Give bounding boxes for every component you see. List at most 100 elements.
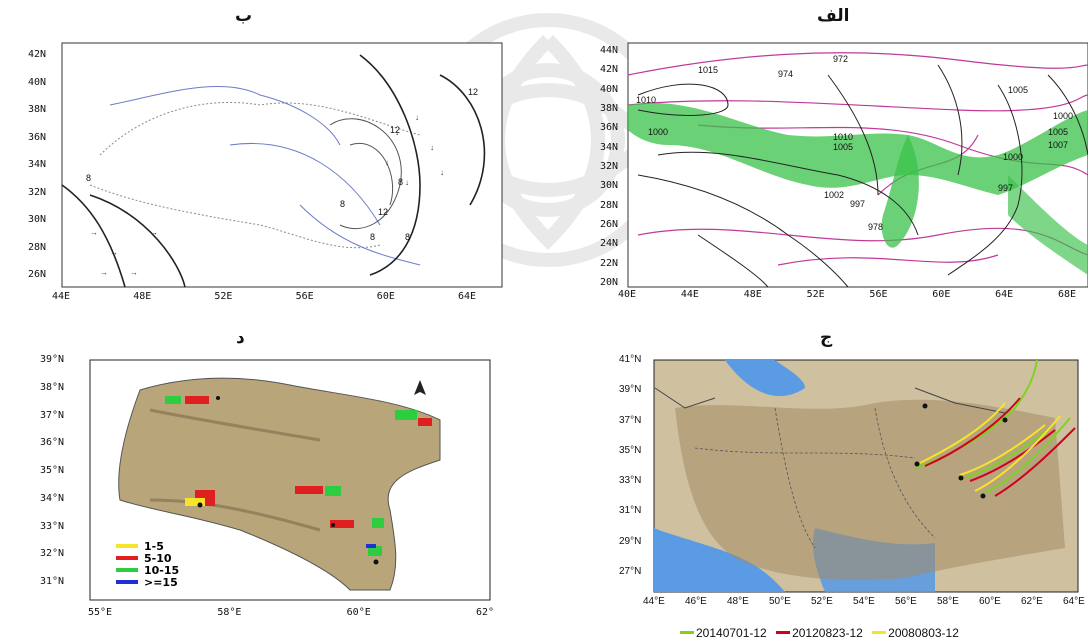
y-tick-label: 32N: [600, 161, 619, 172]
y-tick-label: 34N: [600, 141, 619, 153]
x-tick-label: 55°E: [88, 607, 113, 618]
x-tick-label: 48E: [133, 291, 152, 302]
svg-text:↓: ↓: [430, 143, 434, 152]
panel-title-bottom-left: د: [236, 328, 245, 348]
svg-text:→: →: [130, 268, 138, 277]
y-tick-label: 33°N: [619, 475, 642, 487]
contour-label: 8: [370, 232, 375, 242]
y-tick-label: 42N: [28, 49, 47, 60]
legend-item: 5-10: [116, 551, 179, 565]
legend-item: >=15: [116, 575, 179, 589]
legend-label: 20140701-12: [696, 625, 767, 640]
panel-top-left-map: ↓ ↓ ↓ ↓ ↓ ↓ → → → → → 12 12 8 8 12 8 8 8 42N 40N…: [0, 35, 510, 303]
legend-label: 20120823-12: [792, 625, 863, 640]
legend-item: 1-5: [116, 539, 179, 553]
panel-top-right-map: 1015 1010 1000 1010 1005 972 974 1005 10…: [578, 35, 1088, 303]
y-tick-label: 36°N: [40, 437, 65, 449]
y-tick-label: 34°N: [40, 492, 65, 504]
map-top-left: ↓ ↓ ↓ ↓ ↓ ↓ → → → → → 12 12 8 8 12 8 8 8: [61, 42, 503, 288]
x-tick-label: 60E: [376, 291, 395, 302]
y-tick-label: 42N: [600, 64, 619, 76]
x-tick-label: 40E: [618, 289, 637, 300]
contour-label: 1002: [824, 190, 844, 200]
x-tick-label: 60°E: [979, 596, 1001, 607]
y-tick-label: 31°N: [40, 576, 65, 587]
y-tick-label: 32N: [28, 186, 47, 198]
panel-title-top-left: ب: [235, 6, 253, 26]
x-tick-label: 60°E: [346, 607, 371, 618]
contour-label: 8: [398, 177, 403, 187]
x-tick-label: 60E: [932, 289, 951, 300]
y-tick-label: 36N: [28, 131, 47, 143]
x-tick-label: 64E: [458, 291, 477, 302]
contour-label: 997: [998, 183, 1013, 193]
x-tick-label: 46°E: [685, 596, 707, 607]
contour-label: 8: [86, 173, 91, 183]
legend-item: 20080803-12: [872, 626, 959, 640]
y-tick-label: 29°N: [619, 535, 642, 547]
y-tick-label: 34N: [28, 159, 47, 170]
contour-label: 1015: [698, 65, 718, 75]
x-tick-label: 62°E: [1021, 596, 1043, 607]
legend-label: 1-5: [144, 539, 164, 553]
contour-label: 974: [778, 69, 793, 79]
contour-label: 1005: [1048, 127, 1068, 137]
contour-label: 972: [833, 54, 848, 64]
y-tick-label: 36N: [600, 122, 619, 134]
legend-label: 10-15: [144, 563, 180, 577]
x-tick-label: 44E: [52, 291, 71, 302]
y-tick-label: 35°N: [40, 465, 65, 476]
y-tick-label: 22N: [600, 257, 619, 269]
x-tick-label: 52E: [214, 291, 233, 302]
x-tick-label: 44°E: [643, 596, 665, 607]
x-tick-label: 54°E: [853, 596, 875, 607]
contour-label: 8: [405, 232, 410, 242]
svg-text:→: →: [90, 228, 98, 237]
svg-text:↓: ↓: [395, 128, 399, 137]
svg-text:→: →: [150, 228, 158, 237]
y-tick-label: 28N: [600, 199, 619, 211]
legend-label: 5-10: [144, 551, 172, 565]
y-tick-label: 31°N: [619, 505, 642, 517]
legend-label: >=15: [144, 575, 178, 589]
contour-label: 1000: [1003, 152, 1023, 162]
y-tick-label: 38°N: [40, 381, 65, 393]
y-tick-label: 26N: [28, 269, 47, 280]
panel-bottom-left-map: 39°N 38°N 37°N 36°N 35°N 34°N 33°N 32°N 31°N 55°…: [0, 350, 510, 625]
contour-label: 12: [468, 87, 478, 97]
contour-label: 8: [340, 199, 345, 209]
y-tick-label: 38N: [28, 104, 47, 115]
x-tick-label: 58°E: [937, 596, 959, 607]
svg-text:↓: ↓: [415, 113, 419, 122]
map-bottom-left: [89, 359, 491, 601]
x-tick-label: 64E: [995, 289, 1014, 300]
panel-title-top-right: الف: [817, 6, 850, 26]
x-tick-label: 44E: [680, 289, 699, 300]
contour-label: 1010: [833, 132, 853, 142]
contour-label: 1000: [648, 127, 668, 137]
x-tick-label: 68E: [1058, 289, 1077, 300]
contour-label: 1007: [1048, 140, 1068, 150]
x-tick-label: 56E: [295, 291, 314, 302]
x-tick-label: 52°E: [811, 596, 833, 607]
x-tick-label: 52E: [806, 289, 825, 300]
y-tick-label: 35°N: [619, 444, 642, 456]
y-tick-label: 24N: [600, 238, 619, 250]
y-tick-label: 44N: [600, 45, 619, 56]
map-bottom-right: [653, 359, 1079, 593]
contour-label: 12: [390, 125, 400, 135]
legend-item: 10-15: [116, 563, 180, 577]
y-tick-label: 40N: [600, 83, 619, 95]
legend-item: 20140701-12: [680, 626, 767, 640]
y-tick-label: 40N: [28, 76, 47, 88]
y-tick-label: 37°N: [40, 409, 65, 421]
y-tick-label: 33°N: [40, 520, 65, 532]
y-tick-label: 27°N: [619, 566, 642, 577]
x-tick-label: 50°E: [769, 596, 791, 607]
map-top-right: 1015 1010 1000 1010 1005 972 974 1005 10…: [627, 42, 1088, 288]
x-tick-label: 48E: [743, 289, 762, 300]
svg-text:↓: ↓: [405, 178, 409, 187]
contour-label: 978: [868, 222, 883, 232]
svg-text:→: →: [100, 268, 108, 277]
legend-bottom-left: 1-5 5-10 10-15 >=15: [116, 539, 180, 589]
